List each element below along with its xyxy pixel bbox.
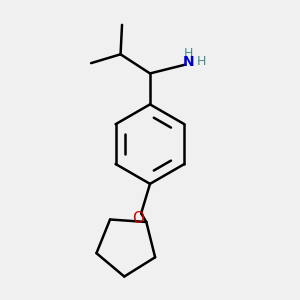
Text: H: H xyxy=(184,47,194,60)
Text: O: O xyxy=(132,211,144,226)
Text: H: H xyxy=(197,55,206,68)
Text: N: N xyxy=(183,55,195,69)
